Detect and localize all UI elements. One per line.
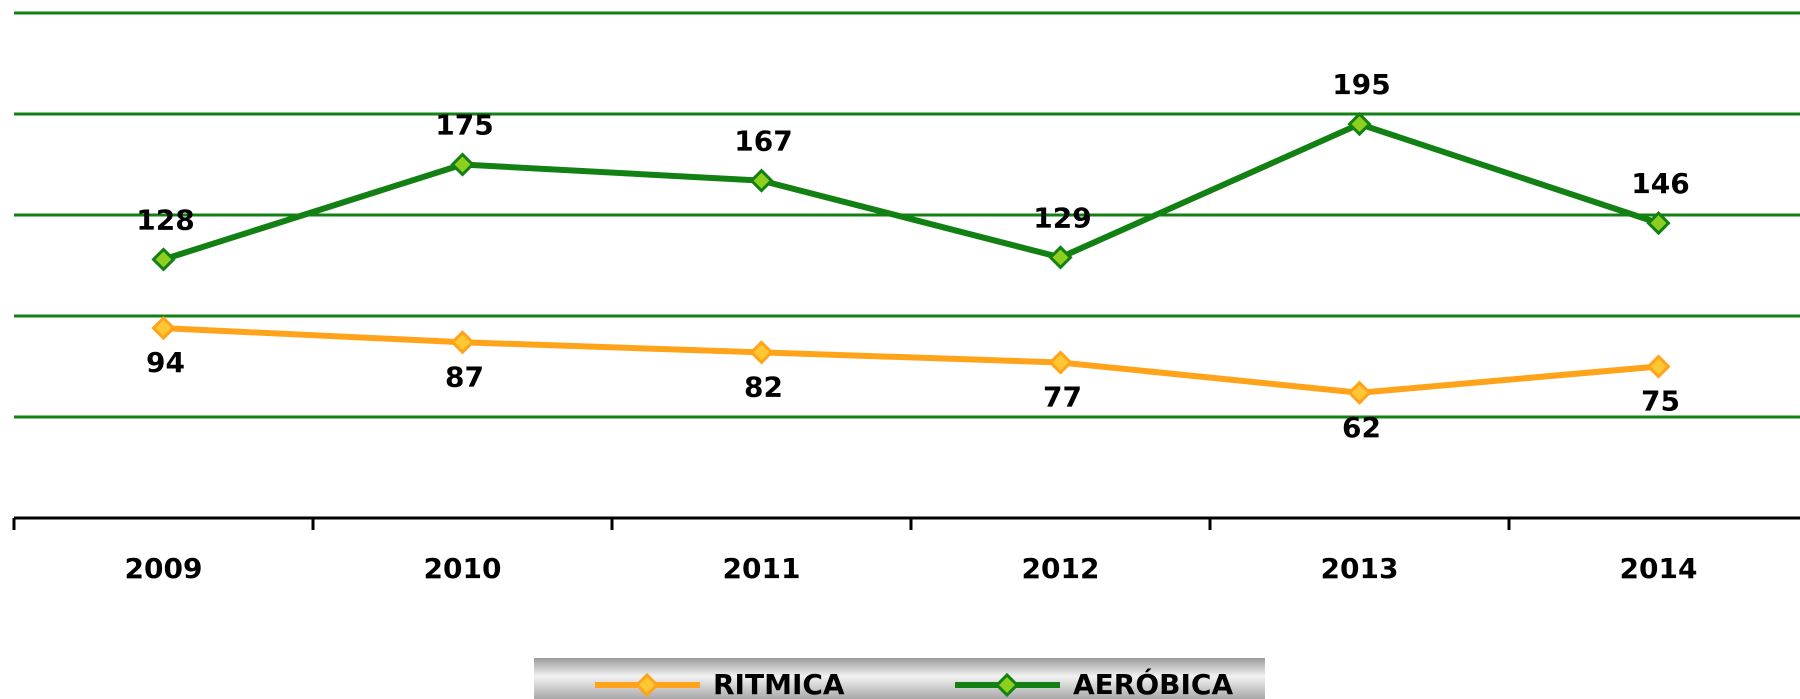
marker bbox=[151, 315, 176, 341]
data-label: 62 bbox=[1342, 411, 1381, 444]
marker bbox=[1347, 380, 1372, 405]
data-label: 167 bbox=[734, 125, 792, 158]
data-label: 195 bbox=[1332, 68, 1390, 101]
marker bbox=[1347, 111, 1372, 137]
marker bbox=[1048, 245, 1073, 270]
marker bbox=[450, 152, 475, 177]
legend-box bbox=[534, 658, 1265, 699]
data-label: 175 bbox=[435, 109, 493, 142]
x-tick-label: 2014 bbox=[1620, 552, 1698, 585]
marker bbox=[749, 340, 774, 365]
marker bbox=[634, 672, 660, 698]
data-label: 129 bbox=[1033, 201, 1091, 234]
marker bbox=[151, 247, 176, 272]
marker bbox=[1646, 354, 1671, 379]
legend-label: RITMICA bbox=[713, 668, 845, 699]
x-tick-label: 2012 bbox=[1022, 552, 1100, 585]
data-label: 94 bbox=[146, 346, 185, 379]
data-label: 77 bbox=[1043, 380, 1082, 413]
data-label: 82 bbox=[744, 370, 783, 403]
marker bbox=[1048, 350, 1073, 375]
marker bbox=[450, 330, 475, 355]
marker bbox=[1646, 210, 1671, 236]
series-line bbox=[163, 325, 1659, 396]
series-line bbox=[162, 121, 1660, 263]
x-tick-label: 2013 bbox=[1321, 552, 1399, 585]
x-tick-label: 2009 bbox=[125, 552, 203, 585]
marker bbox=[994, 672, 1020, 698]
data-label: 128 bbox=[136, 203, 194, 236]
data-label: 146 bbox=[1631, 167, 1689, 200]
x-tick-label: 2011 bbox=[723, 552, 801, 585]
legend-label: AERÓBICA bbox=[1073, 667, 1233, 699]
data-label: 75 bbox=[1641, 385, 1680, 418]
data-label: 87 bbox=[445, 360, 484, 393]
marker bbox=[749, 168, 774, 193]
x-tick-label: 2010 bbox=[424, 552, 502, 585]
